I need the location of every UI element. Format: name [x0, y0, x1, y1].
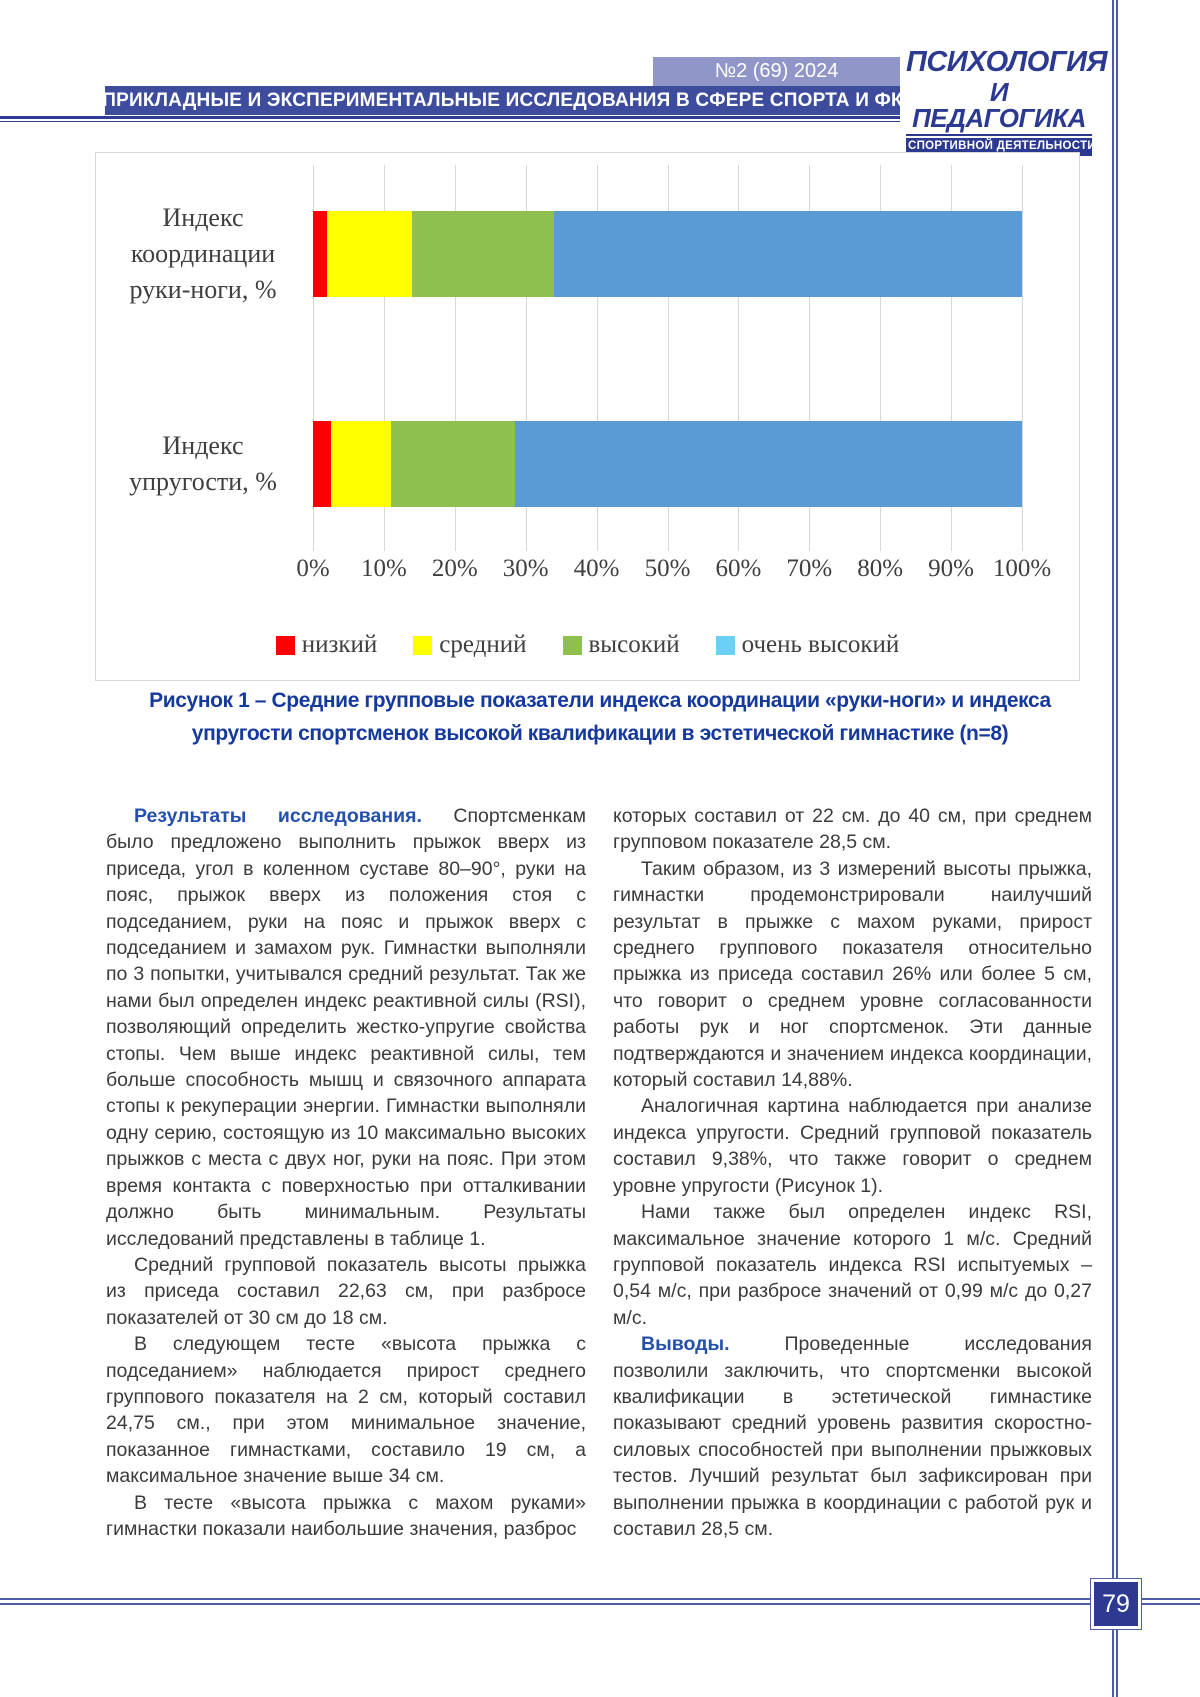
- gridline: [454, 165, 456, 551]
- issue-label: №2 (69) 2024: [714, 60, 839, 82]
- paragraph: В следующем тесте «высота прыжка с подсе…: [106, 1333, 586, 1488]
- paragraph-lead: Выводы.: [641, 1333, 785, 1356]
- x-tick: 60%: [715, 555, 762, 582]
- category-label-line: Индекс: [162, 203, 244, 232]
- section-title: ПРИКЛАДНЫЕ И ЭКСПЕРИМЕНТАЛЬНЫЕ ИССЛЕДОВА…: [102, 89, 903, 111]
- bar-segment-низкий: [313, 421, 331, 507]
- figure-caption-line1: Рисунок 1 – Средние групповые показатели…: [149, 689, 1051, 712]
- bar-segment-высокий: [412, 211, 555, 297]
- category-label-line: Индекс: [162, 431, 244, 460]
- section-title-bar: ПРИКЛАДНЫЕ И ЭКСПЕРИМЕНТАЛЬНЫЕ ИССЛЕДОВА…: [102, 86, 903, 115]
- x-tick: 10%: [360, 555, 407, 582]
- legend-swatch: [413, 635, 433, 655]
- paragraph: Таким образом, из 3 измерений высоты пры…: [613, 857, 1092, 1092]
- legend-swatch: [715, 635, 735, 655]
- paragraph: Средний групповой показатель высоты прыж…: [106, 1253, 586, 1329]
- gridline: [383, 165, 385, 551]
- paragraph: Результаты исследования. Спортсменкам бы…: [106, 805, 586, 1250]
- gridline: [596, 165, 598, 551]
- figure-caption: Рисунок 1 – Средние групповые показатели…: [100, 684, 1100, 750]
- gridline: [313, 165, 314, 551]
- legend-label: высокий: [588, 631, 680, 658]
- legend-label: средний: [439, 631, 527, 658]
- bar-segment-очень высокий: [554, 211, 1022, 297]
- category-label: Индекс координации руки-ноги, %: [100, 200, 306, 308]
- footer-rule: [0, 1598, 1200, 1605]
- page-number-box: 79: [1090, 1578, 1142, 1630]
- bar-1: [313, 211, 1022, 297]
- bar-segment-очень высокий: [515, 421, 1022, 507]
- bar-segment-высокий: [390, 421, 516, 507]
- right-margin-rule: [1112, 0, 1118, 1697]
- paragraph: Нами также был определен индекс RSI, мак…: [613, 1201, 1092, 1329]
- category-label-line: координации: [130, 239, 276, 268]
- paragraph: Аналогичная картина наблюдается при анал…: [613, 1095, 1092, 1197]
- chart: Индекс координации руки-ноги, % Индекс упруг…: [95, 152, 1080, 681]
- x-tick: 40%: [573, 555, 620, 582]
- header-rule: [0, 116, 900, 122]
- legend-item: низкий: [275, 631, 378, 659]
- legend-item: очень высокий: [715, 631, 900, 659]
- category-label-line: упругости, %: [129, 467, 277, 496]
- x-tick: 0%: [296, 555, 330, 582]
- category-label-line: руки-ноги, %: [129, 275, 277, 304]
- gridline: [525, 165, 527, 551]
- x-tick: 90%: [928, 555, 975, 582]
- x-tick: 50%: [644, 555, 691, 582]
- x-tick: 30%: [502, 555, 549, 582]
- gridline: [738, 165, 740, 551]
- gridline: [880, 165, 882, 551]
- journal-logo-line1: ПСИХОЛОГИЯ: [906, 46, 1108, 78]
- column-2: которых составил от 22 см. до 40 см, при…: [613, 803, 1092, 1542]
- bar-2: [313, 421, 1022, 507]
- legend-label: низкий: [301, 631, 378, 658]
- x-tick: 100%: [992, 555, 1052, 582]
- paragraph: Выводы. Проведенные исследования позволи…: [613, 1333, 1092, 1540]
- bar-segment-низкий: [313, 211, 328, 297]
- issue-badge: №2 (69) 2024: [653, 57, 900, 86]
- legend-swatch: [562, 635, 582, 655]
- category-label: Индекс упругости, %: [100, 428, 306, 500]
- gridline: [667, 165, 669, 551]
- legend-swatch: [275, 635, 295, 655]
- x-tick: 20%: [431, 555, 478, 582]
- bar-segment-средний: [327, 211, 413, 297]
- page-number: 79: [1094, 1582, 1138, 1626]
- gridline: [951, 165, 953, 551]
- journal-logo: ПСИХОЛОГИЯ И ПЕДАГОГИКА СПОРТИВНОЙ ДЕЯТЕ…: [906, 46, 1108, 156]
- paragraph: В тесте «высота прыжка с махом руками» г…: [106, 1491, 586, 1540]
- x-tick: 70%: [786, 555, 833, 582]
- paragraph: которых составил от 22 см. до 40 см, при…: [613, 805, 1092, 854]
- x-tick: 80%: [857, 555, 904, 582]
- gridline: [809, 165, 811, 551]
- journal-logo-line2: И ПЕДАГОГИКА: [906, 79, 1092, 136]
- figure-caption-line2: упругости спортсменок высокой квалификац…: [191, 722, 1009, 745]
- paragraph-lead: Результаты исследования.: [134, 805, 454, 827]
- column-1: Результаты исследования. Спортсменкам бы…: [106, 803, 586, 1542]
- chart-legend: низкий средний высокий очень высокий: [96, 631, 1079, 659]
- bar-segment-средний: [330, 421, 391, 507]
- legend-item: средний: [413, 631, 527, 659]
- gridline: [1022, 165, 1023, 551]
- legend-label: очень высокий: [741, 631, 900, 658]
- journal-logo-line3: СПОРТИВНОЙ ДЕЯТЕЛЬНОСТИ: [906, 138, 1096, 156]
- legend-item: высокий: [562, 631, 680, 659]
